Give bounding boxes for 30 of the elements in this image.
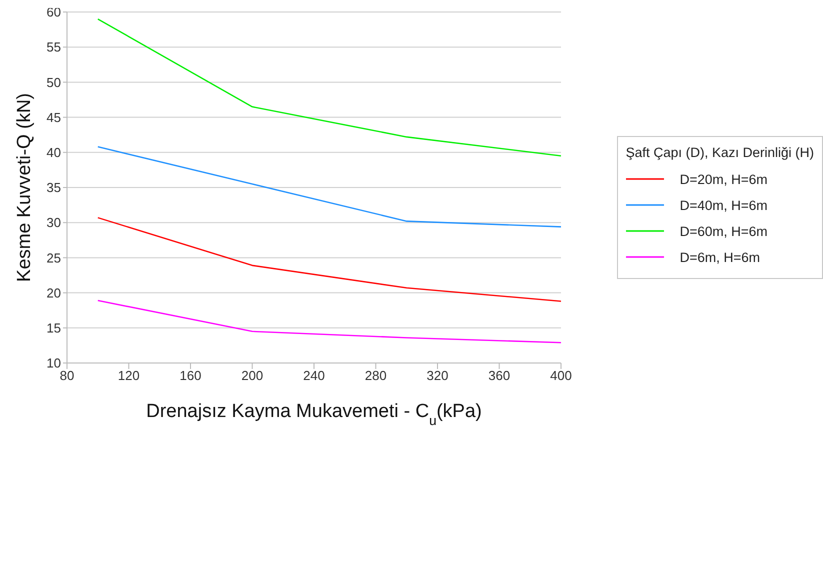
y-axis-title: Kesme Kuvveti-Q (kN)	[14, 93, 35, 282]
x-tick-label: 280	[364, 368, 387, 384]
y-tick-label: 45	[46, 110, 61, 125]
legend-label: D=20m, H=6m	[680, 172, 768, 186]
line-series	[97, 18, 561, 157]
legend-label: D=40m, H=6m	[680, 198, 768, 212]
y-tick-label: 55	[46, 40, 61, 55]
legend-title: Şaft Çapı (D), Kazı Derinliği (H)	[626, 145, 814, 160]
x-tick-label: 80	[60, 368, 74, 384]
x-tick-label: 360	[488, 368, 510, 384]
x-tick-label: 240	[303, 368, 325, 384]
y-tick-label: 20	[46, 285, 61, 300]
legend-label: D=60m, H=6m	[680, 224, 768, 238]
y-tick-label: 35	[46, 180, 61, 196]
x-tick-label: 120	[118, 368, 140, 384]
y-tick-label: 25	[46, 250, 61, 266]
y-tick-label: 40	[46, 145, 61, 160]
x-tick-label: 400	[550, 368, 572, 384]
legend-label: D=6m, H=6m	[680, 250, 760, 264]
line-series	[97, 146, 561, 228]
x-axis-title: Drenajsız Kayma Mukavemeti - C$_{u}$(kPa)	[146, 401, 482, 428]
y-tick-label: 10	[46, 356, 61, 371]
y-tick-label: 30	[46, 215, 61, 230]
y-tick-label: 15	[46, 320, 61, 336]
y-tick-label: 50	[46, 74, 61, 90]
x-tick-label: 320	[426, 368, 448, 384]
line-series	[97, 300, 561, 344]
x-tick-label: 160	[180, 368, 202, 384]
x-tick-label: 200	[241, 368, 264, 384]
line-series	[97, 217, 561, 302]
